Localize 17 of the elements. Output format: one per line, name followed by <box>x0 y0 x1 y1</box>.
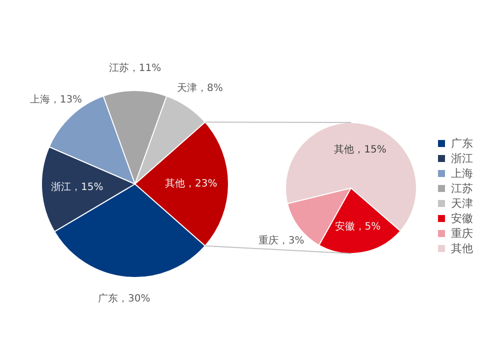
data-label: 广东，30% <box>98 292 150 305</box>
data-label: 其他，15% <box>334 143 386 156</box>
legend-label: 广东 <box>451 136 473 151</box>
legend-label: 天津 <box>451 196 473 211</box>
data-label: 天津，8% <box>176 82 223 94</box>
data-label: 浙江，15% <box>51 181 104 194</box>
data-label: 其他，23% <box>164 178 218 190</box>
data-label: 安徽，5% <box>334 220 381 232</box>
legend-label: 江苏 <box>451 181 473 196</box>
legend-label: 其他 <box>451 241 473 256</box>
legend-label: 安徽 <box>451 211 473 226</box>
legend-label: 上海 <box>451 166 473 181</box>
legend-label: 浙江 <box>451 151 473 166</box>
legend-label: 重庆 <box>451 226 473 241</box>
data-label: 江苏，11% <box>108 62 162 74</box>
data-label: 上海，13% <box>30 93 82 106</box>
data-label: 重庆，3% <box>258 234 304 247</box>
